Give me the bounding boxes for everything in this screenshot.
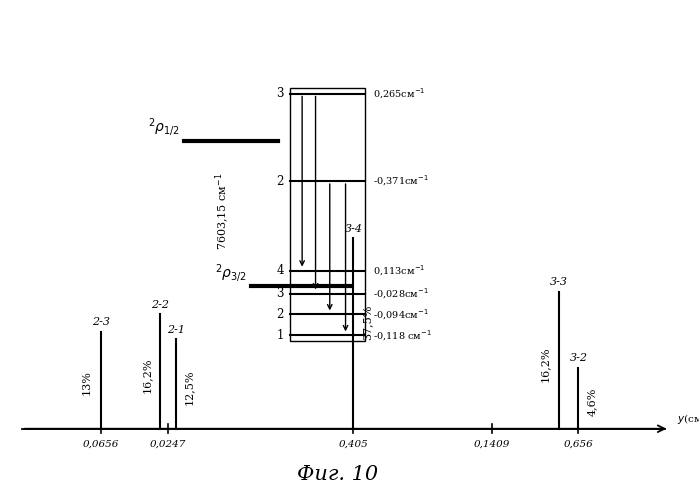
Text: -0,371cм$^{-1}$: -0,371cм$^{-1}$ <box>373 174 429 188</box>
Text: 0,0656: 0,0656 <box>82 439 119 448</box>
Text: 12,5%: 12,5% <box>185 369 194 405</box>
Text: $y$(cм$^{-1}$): $y$(cм$^{-1}$) <box>677 411 699 427</box>
Text: 3-4: 3-4 <box>345 224 363 234</box>
Text: 1: 1 <box>277 329 284 342</box>
Text: 3: 3 <box>277 287 284 300</box>
Text: -0,094cм$^{-1}$: -0,094cм$^{-1}$ <box>373 307 429 322</box>
Text: -0,028cм$^{-1}$: -0,028cм$^{-1}$ <box>373 286 429 301</box>
Text: 37,5%: 37,5% <box>363 305 373 340</box>
Text: $^2\rho_{1/2}$: $^2\rho_{1/2}$ <box>148 117 180 138</box>
Text: 4,6%: 4,6% <box>587 388 597 416</box>
Text: 0,113cм$^{-1}$: 0,113cм$^{-1}$ <box>373 264 426 278</box>
Text: 13%: 13% <box>82 370 92 395</box>
Bar <box>290 88 366 341</box>
Text: 0,265cм$^{-1}$: 0,265cм$^{-1}$ <box>373 86 426 101</box>
Text: 0,1409: 0,1409 <box>473 439 510 448</box>
Text: 2-1: 2-1 <box>167 325 185 335</box>
Text: 3: 3 <box>277 87 284 100</box>
Text: 0,405: 0,405 <box>338 439 368 448</box>
Text: $^2\rho_{3/2}$: $^2\rho_{3/2}$ <box>215 263 247 284</box>
Text: 2: 2 <box>277 308 284 321</box>
Text: 3-3: 3-3 <box>549 277 568 287</box>
Text: 7603,15 cм$^{-1}$: 7603,15 cм$^{-1}$ <box>214 173 232 250</box>
Text: 2-2: 2-2 <box>151 300 169 310</box>
Text: 3-2: 3-2 <box>570 353 587 363</box>
Text: 2: 2 <box>277 175 284 188</box>
Text: 0,0247: 0,0247 <box>150 439 186 448</box>
Text: 16,2%: 16,2% <box>142 358 152 393</box>
Text: Фиг. 10: Фиг. 10 <box>297 465 378 484</box>
Text: 0,656: 0,656 <box>563 439 593 448</box>
Text: 16,2%: 16,2% <box>540 346 550 382</box>
Text: 4: 4 <box>277 264 284 277</box>
Text: 2-3: 2-3 <box>92 317 110 327</box>
Text: -0,118 cм$^{-1}$: -0,118 cм$^{-1}$ <box>373 328 432 343</box>
